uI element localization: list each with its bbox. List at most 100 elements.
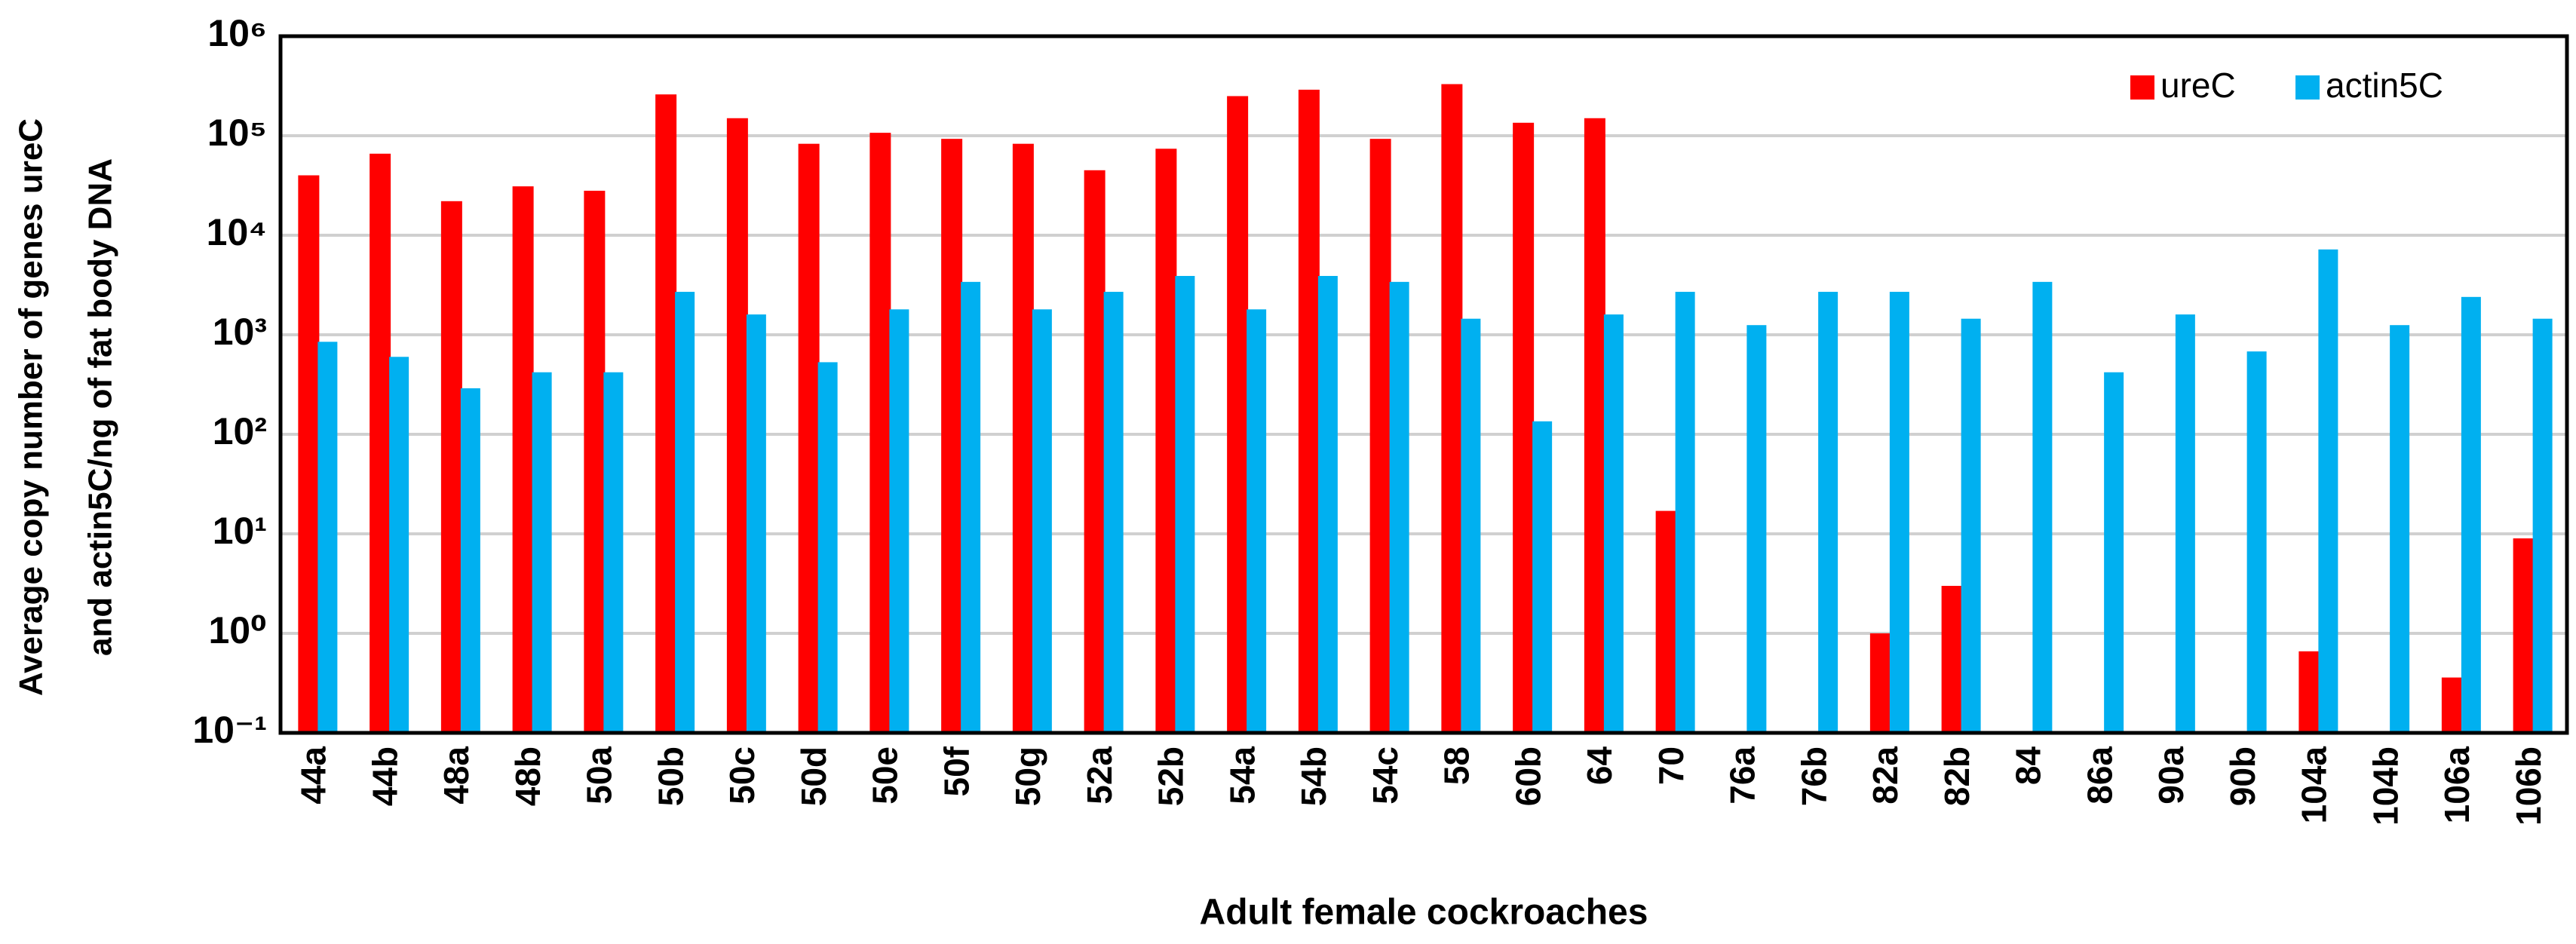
x-tick-label: 76b: [1794, 746, 1833, 806]
bar: [655, 94, 677, 734]
legend-swatch: [2295, 75, 2320, 100]
bar: [817, 362, 838, 733]
x-tick-label: 106b: [2509, 746, 2548, 826]
bar: [1012, 143, 1034, 733]
x-tick-label: 106a: [2437, 746, 2476, 824]
x-tick-label: 48b: [508, 746, 547, 806]
y-tick-label: 10⁻¹: [192, 709, 267, 751]
bar: [1441, 84, 1463, 734]
bar: [2298, 651, 2320, 733]
x-tick-label: 64: [1580, 746, 1619, 786]
bar: [726, 118, 748, 733]
bar: [1584, 118, 1605, 733]
x-tick-label: 86a: [2080, 746, 2119, 805]
bar: [746, 314, 766, 733]
bar: [1818, 292, 1838, 733]
legend-label: actin5C: [2326, 66, 2443, 105]
legend-label: ureC: [2160, 66, 2236, 105]
x-tick-label: 54a: [1222, 746, 1262, 805]
bar: [1889, 292, 1909, 733]
y-axis-label: Average copy number of genes ureC: [13, 118, 50, 696]
bar: [1369, 139, 1391, 733]
y-tick-label: 10⁰: [208, 609, 267, 651]
bar: [584, 190, 606, 733]
bar: [869, 133, 891, 733]
y-tick-label: 10²: [213, 410, 267, 452]
bar: [1032, 309, 1052, 733]
bar: [1298, 89, 1320, 734]
bar: [1247, 309, 1267, 733]
x-tick-label: 50e: [866, 746, 905, 805]
bar: [317, 342, 338, 733]
x-tick-label: 84: [2009, 746, 2048, 786]
x-tick-label: 50b: [651, 746, 690, 806]
x-tick-label: 52b: [1152, 746, 1191, 806]
bar: [2461, 296, 2481, 733]
bar: [1227, 96, 1249, 733]
x-tick-label: 44a: [294, 746, 333, 805]
bar: [440, 201, 462, 734]
x-tick-label: 50a: [580, 746, 619, 805]
bar: [1746, 325, 1767, 733]
x-tick-label: 104a: [2295, 746, 2334, 824]
y-tick-label: 10³: [213, 311, 267, 353]
bar: [603, 372, 624, 733]
bar: [512, 186, 534, 733]
bar: [1389, 281, 1409, 733]
bar: [2390, 325, 2410, 733]
x-tick-label: 44b: [365, 746, 404, 806]
x-tick-label: 50c: [722, 746, 762, 805]
x-tick-label: 82b: [1937, 746, 1976, 806]
bar: [370, 153, 391, 734]
bar: [1513, 122, 1535, 733]
plot-frame: [278, 34, 2569, 735]
bar: [1461, 318, 1481, 733]
x-tick-label: 90a: [2151, 746, 2191, 805]
bar: [1317, 275, 1338, 733]
x-tick-label: 70: [1651, 746, 1691, 785]
x-tick-label: 60b: [1508, 746, 1547, 806]
bar: [1532, 421, 1553, 733]
y-tick-label: 10¹: [213, 510, 267, 552]
x-tick-label: 50f: [937, 746, 976, 796]
x-tick-label: 52a: [1080, 746, 1119, 805]
bar: [1961, 318, 1981, 733]
y-axis-label: and actin5C/ng of fat body DNA: [82, 158, 119, 656]
bar: [389, 357, 409, 733]
x-tick-label: 50g: [1008, 746, 1047, 806]
x-tick-label: 104b: [2366, 746, 2405, 826]
bar: [675, 292, 695, 733]
bar: [1869, 633, 1891, 733]
bar: [889, 309, 909, 733]
bar: [1155, 149, 1177, 733]
bar: [2441, 677, 2463, 733]
bar: [460, 388, 480, 733]
bar: [1655, 510, 1677, 733]
x-tick-label: 48a: [437, 746, 476, 805]
x-tick-label: 58: [1437, 746, 1477, 785]
y-tick-label: 10⁶: [207, 12, 267, 54]
y-tick-label: 10⁵: [207, 112, 267, 154]
bar: [298, 175, 320, 733]
x-axis-label: Adult female cockroaches: [1200, 893, 1648, 933]
bar: [2246, 351, 2267, 733]
x-tick-label: 50d: [794, 746, 833, 806]
bar: [532, 372, 552, 733]
bar: [2104, 372, 2124, 733]
x-tick-label: 54b: [1294, 746, 1333, 806]
x-tick-label: 82a: [1866, 746, 1905, 805]
bar: [2032, 281, 2053, 733]
bar: [1675, 292, 1695, 733]
bar: [2513, 538, 2535, 733]
y-tick-label: 10⁴: [207, 211, 267, 253]
bar: [1603, 314, 1624, 733]
bar: [798, 143, 820, 733]
bar: [2532, 318, 2553, 733]
bar: [1941, 586, 1963, 733]
x-tick-label: 90b: [2223, 746, 2262, 806]
legend-swatch: [2130, 75, 2154, 100]
bar: [2318, 249, 2338, 733]
bar: [1175, 275, 1195, 733]
bar: [1103, 292, 1124, 733]
